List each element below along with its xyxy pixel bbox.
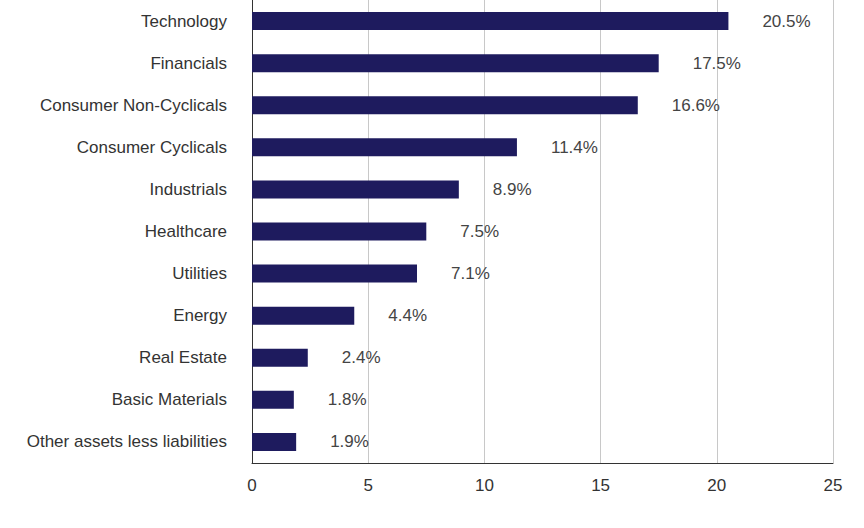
svg-text:Consumer Cyclicals: Consumer Cyclicals (77, 138, 227, 157)
svg-text:8.9%: 8.9% (493, 180, 532, 199)
svg-text:25: 25 (824, 476, 843, 495)
svg-text:7.1%: 7.1% (451, 264, 490, 283)
svg-text:5: 5 (363, 476, 372, 495)
svg-text:15: 15 (591, 476, 610, 495)
svg-text:0: 0 (247, 476, 256, 495)
svg-text:Basic Materials: Basic Materials (112, 390, 227, 409)
svg-text:Utilities: Utilities (172, 264, 227, 283)
svg-text:2.4%: 2.4% (342, 348, 381, 367)
svg-text:20.5%: 20.5% (762, 12, 810, 31)
svg-text:1.8%: 1.8% (328, 390, 367, 409)
svg-text:Consumer Non-Cyclicals: Consumer Non-Cyclicals (40, 96, 227, 115)
svg-text:4.4%: 4.4% (388, 306, 427, 325)
svg-text:Financials: Financials (150, 54, 227, 73)
svg-text:11.4%: 11.4% (551, 138, 598, 157)
svg-text:7.5%: 7.5% (460, 222, 499, 241)
svg-text:16.6%: 16.6% (672, 96, 720, 115)
svg-text:Healthcare: Healthcare (145, 222, 227, 241)
svg-text:Other assets less liabilities: Other assets less liabilities (27, 432, 227, 451)
svg-text:Technology: Technology (141, 12, 228, 31)
svg-text:Real Estate: Real Estate (139, 348, 227, 367)
svg-text:Energy: Energy (173, 306, 227, 325)
svg-text:1.9%: 1.9% (330, 432, 369, 451)
svg-text:10: 10 (475, 476, 494, 495)
svg-text:17.5%: 17.5% (693, 54, 741, 73)
svg-text:20: 20 (707, 476, 726, 495)
svg-text:Industrials: Industrials (150, 180, 227, 199)
